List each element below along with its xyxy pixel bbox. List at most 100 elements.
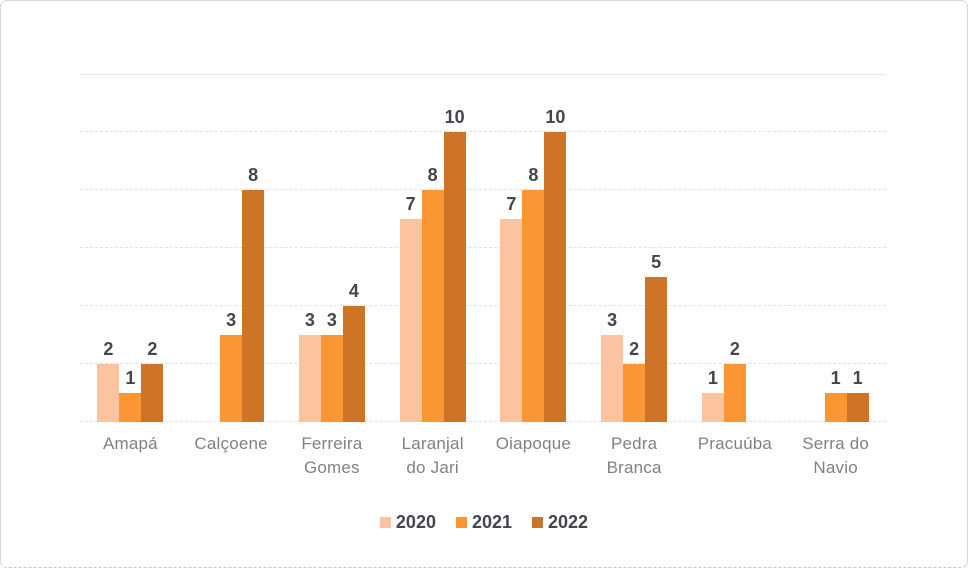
bar-slot: 1 bbox=[119, 74, 142, 422]
bar-value-label: 5 bbox=[651, 252, 662, 272]
legend-swatch-2022 bbox=[532, 516, 544, 528]
bar-slot bbox=[198, 74, 220, 422]
bar-value-label: 10 bbox=[444, 107, 465, 127]
category-label-Pedra Branca: Pedra Branca bbox=[606, 434, 662, 477]
bar-value-label: 4 bbox=[348, 281, 359, 301]
plot-area: 2 1 2 3 8 3 3 4 7 8 10 7 8 10 3 2 5 1 2 1 1 bbox=[80, 74, 886, 422]
bar-2020-Laranjal do Jari[interactable] bbox=[399, 219, 422, 422]
bar-2020-Ferreira Gomes[interactable] bbox=[298, 335, 321, 422]
bar-2022-Pedra Branca[interactable] bbox=[645, 277, 668, 422]
bar-slot: 2 bbox=[623, 74, 646, 422]
bar-2021-Laranjal do Jari[interactable] bbox=[421, 190, 444, 422]
legend-label: 2022 bbox=[548, 512, 589, 532]
legend-item-2022[interactable]: 2022 bbox=[532, 512, 588, 532]
bar-2021-Amapá[interactable] bbox=[119, 393, 142, 422]
bar-groups: 2 1 2 3 8 3 3 4 7 8 10 7 8 10 3 2 5 1 2 1 1 bbox=[80, 74, 886, 422]
bar-slot: 1 bbox=[701, 74, 724, 422]
bar-2022-Calçoene[interactable] bbox=[242, 190, 265, 422]
category-label-Serra do Navio: Serra do Navio bbox=[802, 434, 870, 477]
bar-value-label: 2 bbox=[729, 339, 740, 359]
bar-value-label: 1 bbox=[830, 368, 841, 388]
bar-slot: 8 bbox=[242, 74, 265, 422]
legend-item-2020[interactable]: 2020 bbox=[379, 512, 436, 532]
bar-2020-Pracuúba[interactable] bbox=[701, 393, 724, 422]
bar-2020-Pedra Branca[interactable] bbox=[601, 335, 624, 422]
category-label-Pracuúba: Pracuúba bbox=[697, 434, 773, 453]
bar-2022-Amapá[interactable] bbox=[141, 364, 164, 422]
bar-2021-Oiapoque[interactable] bbox=[522, 190, 545, 422]
bar-2021-Ferreira Gomes[interactable] bbox=[320, 335, 343, 422]
gridline-y-4 bbox=[80, 305, 886, 306]
bar-slot: 4 bbox=[342, 74, 365, 422]
bar-value-label: 2 bbox=[147, 339, 158, 359]
bar-slot: 3 bbox=[320, 74, 343, 422]
bar-value-label: 3 bbox=[326, 310, 337, 330]
bar-2021-Serra do Navio[interactable] bbox=[824, 393, 847, 422]
bar-slot: 1 bbox=[846, 74, 869, 422]
bar-slot: 10 bbox=[443, 74, 466, 422]
bar-value-label: 10 bbox=[545, 107, 566, 127]
bar-value-label: 3 bbox=[226, 310, 237, 330]
bar-value-label: 1 bbox=[707, 368, 718, 388]
bar-slot: 8 bbox=[522, 74, 545, 422]
bar-slot: 10 bbox=[544, 74, 567, 422]
gridline-y-6 bbox=[80, 247, 886, 248]
bar-value-label: 7 bbox=[405, 194, 416, 214]
bar-slot: 2 bbox=[723, 74, 746, 422]
category-label-Oiapoque: Oiapoque bbox=[495, 434, 572, 453]
bar-group: 7 8 10 bbox=[483, 74, 584, 422]
bar-2022-Ferreira Gomes[interactable] bbox=[342, 306, 365, 422]
bar-2021-Pedra Branca[interactable] bbox=[623, 364, 646, 422]
x-axis-category-labels: Amapá Calçoene Ferreira Gomes Laranjal do J… bbox=[80, 432, 886, 480]
gridline-y-8 bbox=[80, 189, 886, 190]
bar-value-label: 8 bbox=[427, 165, 438, 185]
legend-label: 2021 bbox=[471, 512, 513, 532]
category-label-Ferreira Gomes: Ferreira Gomes bbox=[301, 434, 363, 477]
bar-2022-Serra do Navio[interactable] bbox=[846, 393, 869, 422]
bar-value-label: 3 bbox=[304, 310, 315, 330]
bar-2020-Oiapoque[interactable] bbox=[500, 219, 523, 422]
bar-2022-Laranjal do Jari[interactable] bbox=[443, 132, 466, 422]
bar-slot: 3 bbox=[601, 74, 624, 422]
bar-slot bbox=[803, 74, 825, 422]
bar-2021-Calçoene[interactable] bbox=[220, 335, 243, 422]
bar-value-label: 8 bbox=[528, 165, 539, 185]
bar-2021-Pracuúba[interactable] bbox=[723, 364, 746, 422]
bar-value-label: 7 bbox=[506, 194, 517, 214]
bar-value-label: 2 bbox=[103, 339, 114, 359]
bar-value-label: 1 bbox=[852, 368, 863, 388]
gridline-y-12 bbox=[80, 74, 886, 75]
bar-2022-Oiapoque[interactable] bbox=[544, 132, 567, 422]
bar-value-label: 3 bbox=[607, 310, 618, 330]
legend: 2020 2021 2022 bbox=[1, 512, 967, 532]
bar-value-label: 8 bbox=[248, 165, 259, 185]
gridline-y-2 bbox=[80, 363, 886, 364]
bar-slot: 5 bbox=[645, 74, 668, 422]
bar-value-label: 2 bbox=[629, 339, 640, 359]
legend-swatch-2020 bbox=[379, 516, 391, 528]
bar-group: 7 8 10 bbox=[382, 74, 483, 422]
gridline-y-10 bbox=[80, 131, 886, 132]
category-label-Calçoene: Calçoene bbox=[194, 434, 268, 453]
bar-slot: 7 bbox=[399, 74, 422, 422]
gridline-y-0 bbox=[80, 421, 886, 422]
bar-slot: 3 bbox=[298, 74, 321, 422]
category-label-Laranjal do Jari: Laranjal do Jari bbox=[401, 434, 464, 477]
bar-slot: 2 bbox=[97, 74, 120, 422]
legend-label: 2020 bbox=[395, 512, 436, 532]
bar-slot: 8 bbox=[421, 74, 444, 422]
legend-swatch-2021 bbox=[455, 516, 467, 528]
category-label-Amapá: Amapá bbox=[102, 434, 158, 453]
bar-slot: 3 bbox=[220, 74, 243, 422]
bar-slot bbox=[746, 74, 768, 422]
bar-slot: 7 bbox=[500, 74, 523, 422]
bar-2020-Amapá[interactable] bbox=[97, 364, 120, 422]
bar-slot: 1 bbox=[824, 74, 847, 422]
legend-item-2021[interactable]: 2021 bbox=[455, 512, 513, 532]
